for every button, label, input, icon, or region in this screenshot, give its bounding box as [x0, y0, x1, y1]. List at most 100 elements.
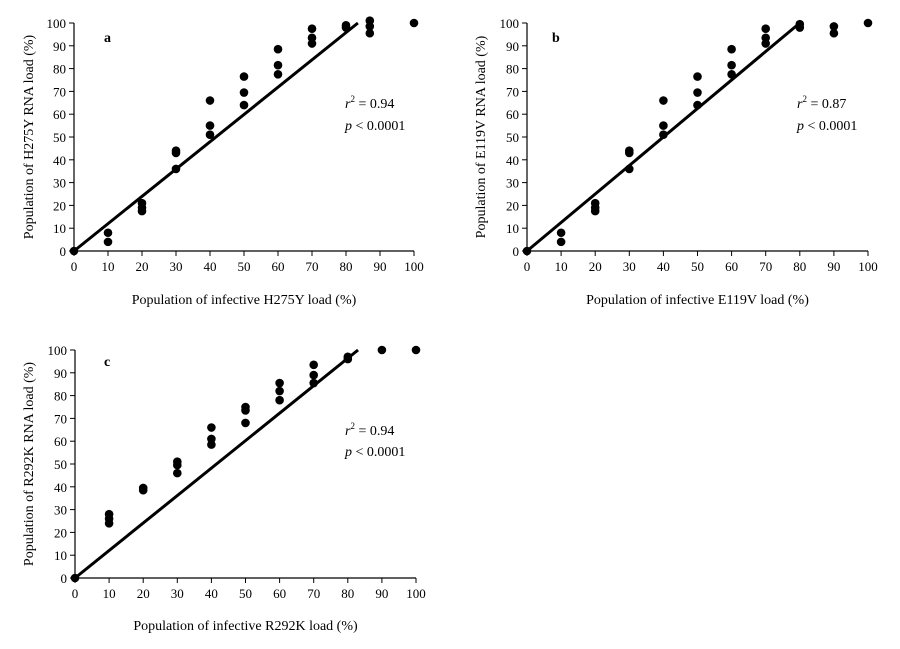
data-point — [829, 28, 839, 38]
data-point — [173, 460, 182, 470]
x-tick-label: 20 — [589, 259, 602, 274]
x-tick-label: 80 — [793, 259, 806, 274]
y-tick-label: 60 — [506, 107, 519, 122]
y-axis-label: Population of R292K RNA load (%) — [22, 362, 37, 566]
p-value-annotation: p < 0.0001 — [796, 119, 857, 134]
x-tick-label: 30 — [170, 259, 183, 274]
y-tick-label: 10 — [53, 221, 66, 236]
panel-letter: b — [552, 31, 560, 46]
data-point — [377, 345, 387, 355]
x-tick-label: 70 — [759, 259, 772, 274]
r-squared-annotation: r2 = 0.87 — [797, 94, 846, 112]
x-tick-label: 100 — [404, 259, 424, 274]
data-point — [239, 100, 249, 110]
data-point — [171, 164, 181, 174]
data-point — [205, 130, 215, 140]
y-tick-label: 50 — [506, 130, 519, 145]
y-tick-label: 90 — [53, 39, 66, 54]
y-tick-label: 20 — [53, 198, 66, 213]
y-tick-label: 10 — [506, 221, 519, 236]
data-point — [103, 228, 113, 238]
y-tick-label: 30 — [54, 503, 67, 518]
data-point — [104, 518, 114, 528]
y-tick-label: 40 — [54, 480, 67, 495]
y-tick-label: 20 — [506, 198, 519, 213]
y-tick-label: 100 — [48, 343, 68, 358]
y-tick-label: 70 — [506, 84, 519, 99]
data-point — [659, 130, 668, 140]
data-point — [556, 237, 566, 247]
data-point — [273, 60, 283, 70]
panel-a: 0 10 20 30 40 50 60 70 80 90 100 0 10 20 30 40 50 60 70 80 9… — [22, 16, 424, 308]
data-point — [625, 164, 634, 174]
x-tick-label: 100 — [858, 259, 878, 274]
y-tick-label: 0 — [61, 571, 68, 586]
p-value-annotation: p < 0.0001 — [344, 119, 405, 134]
x-tick-label: 40 — [657, 259, 670, 274]
data-point — [309, 378, 319, 388]
data-point — [239, 72, 249, 81]
y-tick-label: 20 — [54, 525, 67, 540]
y-tick-label: 70 — [54, 411, 67, 426]
x-tick-label: 30 — [623, 259, 636, 274]
y-tick-label: 50 — [53, 130, 66, 145]
r-squared-annotation: r2 = 0.94 — [345, 421, 394, 439]
data-point — [137, 206, 147, 216]
data-point — [275, 386, 284, 396]
y-tick-label: 30 — [53, 176, 66, 191]
y-tick-label: 70 — [53, 84, 66, 99]
x-axis-label: Population of infective H275Y load (%) — [132, 293, 357, 308]
data-point — [693, 72, 702, 81]
data-point — [409, 18, 419, 28]
data-point — [411, 345, 421, 355]
r-squared-annotation: r2 = 0.94 — [345, 94, 394, 112]
data-point — [205, 121, 215, 130]
data-point — [761, 24, 770, 33]
y-tick-label: 80 — [53, 62, 66, 77]
y-tick-label: 0 — [513, 244, 520, 259]
x-tick-label: 80 — [340, 259, 353, 274]
x-tick-label: 20 — [137, 586, 150, 601]
x-tick-label: 0 — [71, 259, 78, 274]
x-tick-label: 60 — [273, 586, 286, 601]
data-point — [171, 148, 181, 158]
data-point — [309, 370, 319, 380]
data-point — [70, 573, 80, 583]
panel-letter: a — [104, 31, 111, 46]
y-axis-label: Population of H275Y RNA load (%) — [22, 34, 37, 239]
data-point — [365, 22, 375, 31]
data-point — [173, 468, 182, 478]
y-tick-label: 10 — [54, 548, 67, 563]
data-point — [241, 406, 250, 415]
y-tick-label: 60 — [53, 107, 66, 122]
x-tick-label: 70 — [307, 586, 320, 601]
x-tick-label: 60 — [725, 259, 738, 274]
x-tick-label: 40 — [205, 586, 218, 601]
data-point — [522, 246, 532, 256]
data-point — [863, 18, 873, 28]
data-point — [727, 44, 736, 54]
x-tick-label: 80 — [341, 586, 354, 601]
y-tick-label: 80 — [54, 389, 67, 404]
data-point — [659, 121, 668, 130]
data-point — [138, 485, 148, 495]
data-point — [207, 423, 216, 432]
x-tick-label: 50 — [691, 259, 704, 274]
x-tick-label: 60 — [272, 259, 285, 274]
x-tick-label: 10 — [102, 259, 115, 274]
data-point — [693, 88, 702, 97]
y-tick-label: 40 — [506, 153, 519, 168]
x-tick-label: 40 — [204, 259, 217, 274]
data-point — [103, 237, 113, 247]
x-tick-label: 50 — [239, 586, 252, 601]
y-tick-label: 0 — [60, 244, 67, 259]
data-point — [727, 60, 736, 70]
data-point — [69, 246, 79, 256]
data-point — [556, 228, 566, 238]
data-point — [273, 44, 283, 54]
data-point — [365, 28, 375, 38]
x-tick-label: 50 — [238, 259, 251, 274]
x-tick-label: 90 — [375, 586, 388, 601]
y-tick-label: 80 — [506, 62, 519, 77]
